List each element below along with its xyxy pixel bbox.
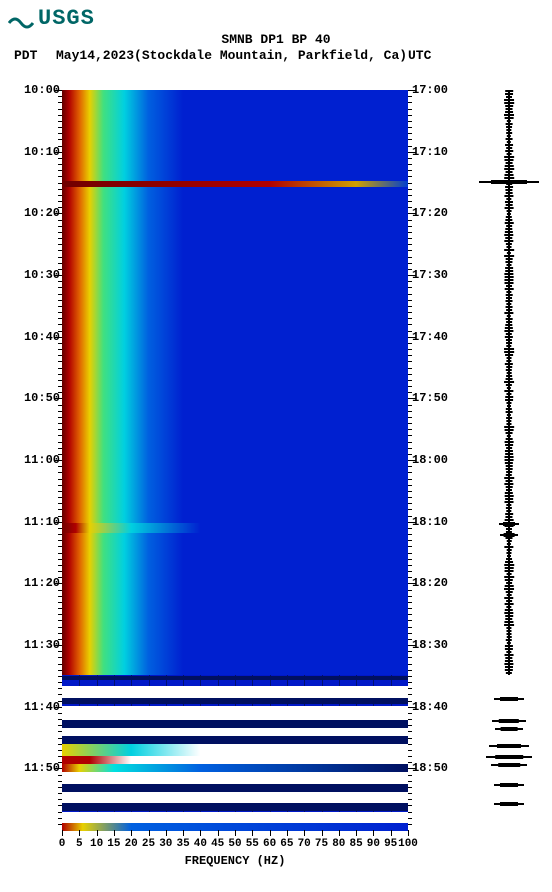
freq-tick-label: 95 — [384, 838, 397, 850]
time-label: 17:10 — [412, 145, 462, 159]
freq-tick-label: 10 — [90, 838, 103, 850]
chart-subtitle: May14,2023(Stockdale Mountain, Parkfield… — [0, 48, 552, 63]
time-label: 11:00 — [8, 453, 60, 467]
time-label: 18:30 — [412, 638, 462, 652]
left-timezone-label: PDT — [14, 48, 37, 63]
frequency-axis-title: FREQUENCY (HZ) — [62, 854, 408, 868]
time-label: 18:40 — [412, 700, 462, 714]
freq-tick-label: 35 — [176, 838, 189, 850]
time-label: 11:40 — [8, 700, 60, 714]
time-label: 18:10 — [412, 515, 462, 529]
logo-text: USGS — [38, 6, 95, 31]
right-time-axis: 17:0017:1017:2017:3017:4017:5018:0018:10… — [412, 90, 462, 830]
freq-tick-label: 5 — [76, 838, 83, 850]
usgs-logo: USGS — [8, 6, 95, 31]
freq-tick-label: 100 — [398, 838, 418, 850]
time-label: 17:50 — [412, 391, 462, 405]
freq-tick-label: 85 — [349, 838, 362, 850]
freq-tick-label: 50 — [228, 838, 241, 850]
freq-tick-label: 25 — [142, 838, 155, 850]
freq-tick-label: 60 — [263, 838, 276, 850]
freq-tick-label: 75 — [315, 838, 328, 850]
freq-tick-label: 65 — [280, 838, 293, 850]
time-label: 10:10 — [8, 145, 60, 159]
time-label: 10:40 — [8, 330, 60, 344]
freq-tick-label: 80 — [332, 838, 345, 850]
time-label: 10:20 — [8, 206, 60, 220]
time-label: 17:40 — [412, 330, 462, 344]
chart-title: SMNB DP1 BP 40 — [0, 32, 552, 47]
right-timezone-label: UTC — [408, 48, 431, 63]
time-label: 11:30 — [8, 638, 60, 652]
freq-tick-label: 0 — [59, 838, 66, 850]
time-label: 11:20 — [8, 576, 60, 590]
time-label: 18:50 — [412, 761, 462, 775]
wave-icon — [8, 9, 34, 29]
time-label: 10:50 — [8, 391, 60, 405]
spectrogram — [62, 90, 408, 830]
time-label: 17:20 — [412, 206, 462, 220]
freq-tick-label: 40 — [194, 838, 207, 850]
time-label: 17:00 — [412, 83, 462, 97]
freq-tick-label: 15 — [107, 838, 120, 850]
time-label: 18:00 — [412, 453, 462, 467]
time-label: 11:50 — [8, 761, 60, 775]
freq-tick-label: 20 — [125, 838, 138, 850]
freq-tick-label: 45 — [211, 838, 224, 850]
time-label: 11:10 — [8, 515, 60, 529]
freq-tick-label: 90 — [367, 838, 380, 850]
time-label: 18:20 — [412, 576, 462, 590]
freq-tick-label: 55 — [246, 838, 259, 850]
freq-tick-label: 70 — [298, 838, 311, 850]
freq-tick-label: 30 — [159, 838, 172, 850]
time-label: 10:30 — [8, 268, 60, 282]
left-time-axis: 10:0010:1010:2010:3010:4010:5011:0011:10… — [8, 90, 60, 830]
time-label: 10:00 — [8, 83, 60, 97]
time-label: 17:30 — [412, 268, 462, 282]
waveform-trace — [476, 90, 542, 830]
